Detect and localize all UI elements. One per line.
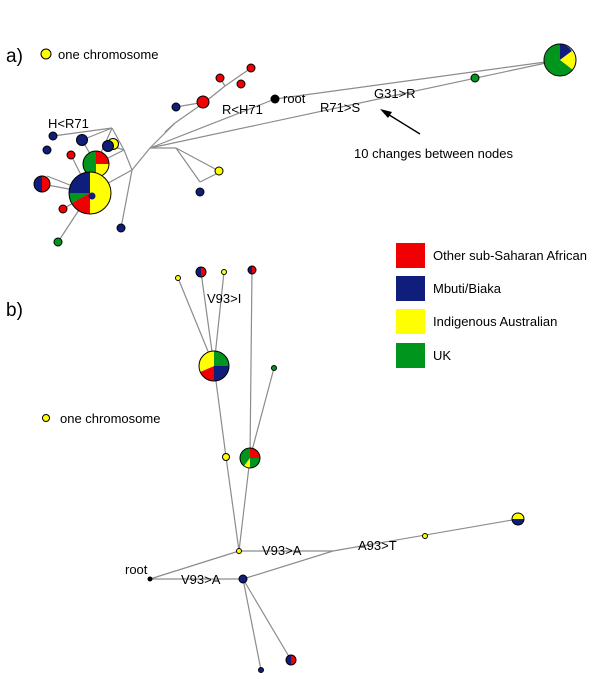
scale-text-b: one chromosome — [60, 411, 160, 426]
node-yellow-b4 — [236, 548, 242, 554]
node-blue-a3 — [102, 140, 114, 152]
node-small-green-a — [470, 73, 480, 83]
panel-b: b) one chromosome — [6, 265, 525, 673]
root-label-a: root — [283, 91, 306, 106]
legend-label-uk: UK — [433, 348, 451, 363]
root-node-a — [270, 94, 280, 104]
legend-label-other-ssa: Other sub-Saharan African — [433, 248, 587, 263]
node-red-a6 — [58, 204, 68, 214]
mutation-label-b2: V93>A — [262, 543, 302, 558]
node-pie-small-b1 — [195, 266, 207, 278]
panel-b-nodes — [147, 265, 525, 673]
node-blue-a7 — [116, 223, 126, 233]
node-red-a4 — [246, 63, 256, 73]
panel-a-nodes — [33, 43, 577, 247]
mutation-label-b3: A93>T — [358, 538, 397, 553]
mutation-label-a2: R<H71 — [222, 102, 263, 117]
node-pie-medium-b — [239, 447, 261, 469]
node-yellow-a1 — [214, 166, 224, 176]
legend-swatch-indigenous — [396, 309, 425, 334]
node-yellow-b2 — [221, 269, 227, 275]
panel-a: a) one chromosome — [6, 43, 577, 247]
node-blue-a5 — [48, 131, 58, 141]
node-yellow-b3 — [222, 453, 230, 461]
legend: Other sub-Saharan African Mbuti/Biaka In… — [396, 243, 587, 368]
mutation-label-a4: G31>R — [374, 86, 416, 101]
panel-b-edges — [149, 269, 519, 671]
legend-swatch-other-ssa — [396, 243, 425, 268]
node-red-a1 — [196, 95, 210, 109]
panel-a-label: a) — [6, 46, 23, 67]
node-red-a2 — [215, 73, 225, 83]
node-yellow-b5 — [422, 533, 428, 539]
node-pie-large-b — [198, 350, 230, 382]
node-red-a5 — [66, 150, 76, 160]
node-pie-small-b2 — [247, 265, 257, 275]
root-node-b — [147, 576, 153, 582]
mutation-label-b4: V93>A — [181, 572, 221, 587]
annotation-arrow — [380, 109, 421, 135]
legend-swatch-mbuti — [396, 276, 425, 301]
root-label-b: root — [125, 562, 148, 577]
node-red-a3 — [236, 79, 246, 89]
node-blue-a4 — [76, 134, 88, 146]
mutation-label-b1: V93>I — [207, 291, 241, 306]
node-green-b1 — [271, 365, 277, 371]
node-green-a2 — [53, 237, 63, 247]
legend-label-indigenous: Indigenous Australian — [433, 314, 557, 329]
node-yellow-b1 — [175, 275, 181, 281]
node-pie-redblue-a — [33, 175, 51, 193]
scale-text-a: one chromosome — [58, 47, 158, 62]
legend-label-mbuti: Mbuti/Biaka — [433, 281, 502, 296]
node-blue-b1 — [238, 574, 248, 584]
node-blue-a2 — [195, 187, 205, 197]
mutation-label-a3: R71>S — [320, 100, 360, 115]
node-pie-large-a-right — [543, 43, 577, 77]
node-pie-large-a-left — [68, 171, 112, 215]
node-blue-a1 — [171, 102, 181, 112]
scale-node-a — [40, 48, 52, 60]
node-pie-right-b — [511, 512, 525, 526]
mutation-label-a1: H<R71 — [48, 116, 89, 131]
legend-swatch-uk — [396, 343, 425, 368]
node-pie-bottom-b — [285, 654, 297, 666]
node-blue-a6 — [42, 145, 52, 155]
scale-node-b — [42, 414, 50, 422]
panel-b-label: b) — [6, 300, 23, 321]
node-blue-b2 — [258, 667, 264, 673]
annotation-text: 10 changes between nodes — [354, 146, 514, 161]
